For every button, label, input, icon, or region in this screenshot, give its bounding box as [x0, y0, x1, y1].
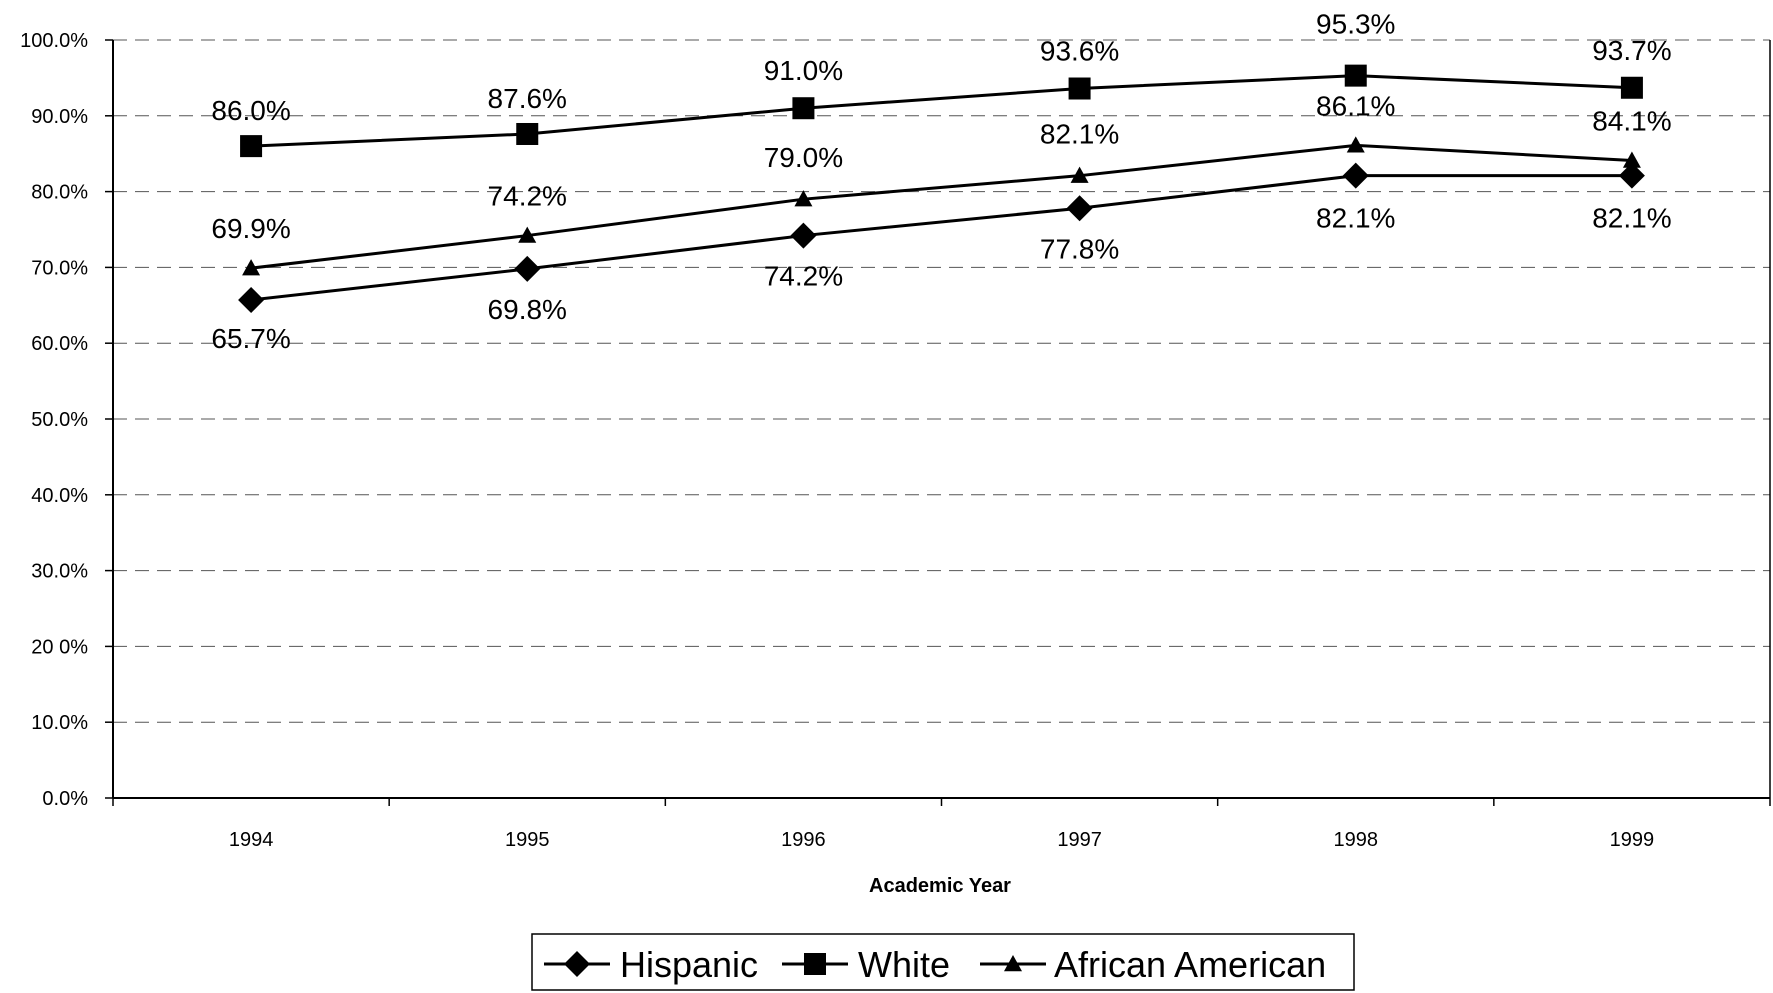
legend-item-white: White: [782, 944, 950, 985]
data-label: 74.2%: [764, 261, 843, 292]
y-tick-label: 40.0%: [31, 485, 88, 507]
data-label: 95.3%: [1316, 9, 1395, 40]
data-label: 69.8%: [488, 294, 567, 325]
x-tick-label: 1996: [781, 829, 826, 851]
series: [238, 64, 1645, 313]
data-label: 82.1%: [1040, 119, 1119, 150]
x-tick-label: 1999: [1610, 829, 1655, 851]
series-line: [251, 74, 1632, 148]
series-african-american: [242, 136, 1641, 276]
data-label: 93.7%: [1592, 35, 1671, 66]
marker-square: [792, 97, 815, 120]
series-white: [240, 64, 1643, 158]
marker-triangle: [242, 259, 261, 276]
marker-square: [804, 953, 826, 975]
y-tick-label: 60.0%: [31, 333, 88, 355]
marker-square: [1344, 64, 1367, 87]
marker-triangle: [1004, 955, 1022, 972]
marker-triangle: [1070, 166, 1089, 183]
marker-diamond: [1342, 162, 1369, 189]
y-tick-label: 70.0%: [31, 257, 88, 279]
data-label: 91.0%: [764, 55, 843, 86]
x-tick-label: 1997: [1057, 829, 1102, 851]
y-tick-label: 90.0%: [31, 106, 88, 128]
legend-item-african-american: African American: [980, 944, 1326, 985]
data-label: 65.7%: [211, 323, 290, 354]
marker-triangle: [1622, 151, 1641, 168]
marker-diamond: [514, 255, 541, 282]
data-label: 77.8%: [1040, 233, 1119, 264]
marker-triangle: [1346, 136, 1365, 153]
data-label: 69.9%: [211, 213, 290, 244]
y-tick-label: 10.0%: [31, 712, 88, 734]
marker-diamond: [1618, 162, 1645, 189]
marker-triangle: [518, 226, 537, 243]
data-label: 82.1%: [1316, 203, 1395, 234]
x-axis-ticks: 1994 1995 1996 1997 1998 1999: [112, 798, 1771, 851]
x-tick-label: 1995: [505, 829, 550, 851]
marker-diamond: [564, 951, 590, 977]
legend-box: [531, 933, 1355, 991]
marker-diamond: [790, 222, 817, 249]
marker-square: [240, 135, 263, 158]
marker-square: [1068, 77, 1091, 100]
data-label: 86.1%: [1316, 90, 1395, 121]
legend-label: White: [858, 944, 950, 985]
series-line: [250, 143, 1632, 270]
x-tick-label: 1994: [229, 829, 274, 851]
legend-item-hispanic: Hispanic: [544, 944, 758, 985]
marker-square: [1620, 76, 1643, 99]
marker-triangle: [794, 190, 813, 207]
legend: Hispanic White African American: [531, 933, 1355, 991]
y-axis-ticks: 0.0% 10.0% 20 0% 30.0% 40.0% 50.0% 60.0% 70.0% 8…: [20, 30, 113, 810]
data-label: 84.1%: [1592, 106, 1671, 137]
y-tick-label: 80.0%: [31, 182, 88, 204]
y-tick-label: 0.0%: [42, 788, 88, 810]
data-label: 93.6%: [1040, 36, 1119, 67]
y-tick-label: 100.0%: [20, 30, 88, 52]
y-tick-label: 20 0%: [31, 636, 88, 658]
x-tick-label: 1998: [1334, 829, 1379, 851]
data-labels: 65.7% 69.8% 74.2% 77.8% 82.1% 82.1% 86.0% 87.6%…: [211, 9, 1671, 354]
legend-label: African American: [1054, 944, 1326, 985]
marker-square: [516, 122, 539, 145]
y-tick-label: 30.0%: [31, 561, 88, 583]
legend-label: Hispanic: [620, 944, 758, 985]
y-tick-label: 50.0%: [31, 409, 88, 431]
data-label: 82.1%: [1592, 203, 1671, 234]
series-line: [250, 174, 1632, 302]
marker-diamond: [238, 286, 265, 313]
series-hispanic: [238, 162, 1645, 313]
gridlines: [113, 39, 1770, 723]
data-label: 79.0%: [764, 142, 843, 173]
x-axis-title: Academic Year: [869, 875, 1011, 897]
data-label: 86.0%: [211, 95, 290, 126]
data-label: 74.2%: [488, 181, 567, 212]
marker-diamond: [1066, 195, 1093, 222]
data-label: 87.6%: [488, 83, 567, 114]
